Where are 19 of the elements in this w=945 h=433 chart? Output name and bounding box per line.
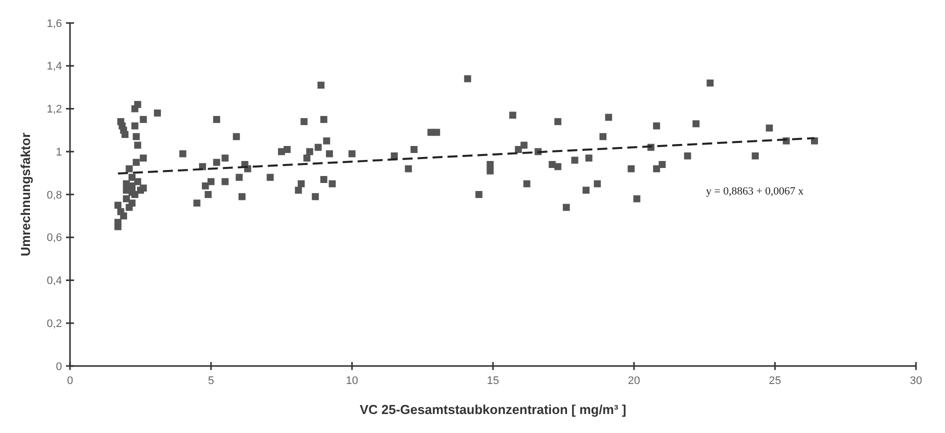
x-tick-label: 25 [768, 375, 782, 387]
x-tick-label: 5 [208, 375, 214, 387]
y-tick-label: 0,4 [46, 275, 62, 288]
y-tick-label: 1,2 [46, 104, 62, 116]
x-tick-label: 30 [910, 375, 922, 387]
y-tick-label: 0,2 [46, 318, 62, 330]
x-tick-label: 0 [66, 375, 74, 387]
y-tick-label: 0,6 [46, 232, 62, 244]
x-tick-label: 15 [486, 375, 500, 387]
y-tick-label: 1 [56, 146, 62, 158]
y-tick-label: 1,4 [46, 60, 62, 73]
y-tick-label: 0 [56, 360, 62, 373]
x-axis-title: VC 25-Gesamtstaubkonzentration [ mg/m³ ] [360, 402, 626, 417]
y-tick-label: 0,8 [46, 189, 62, 202]
y-tick-label: 1,6 [46, 18, 62, 30]
annotation: y = 0,8863 + 0,0067 x [706, 186, 804, 198]
x-tick-label: 10 [346, 375, 358, 387]
y-axis-title: Umrechnungsfaktor [18, 132, 33, 256]
x-tick-label: 20 [628, 375, 640, 387]
